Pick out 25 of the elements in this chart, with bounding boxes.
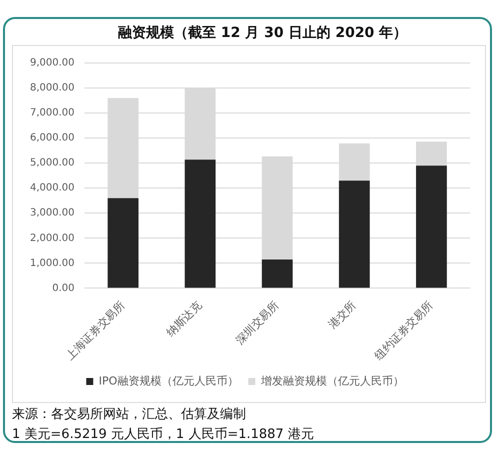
bar [338,180,370,288]
x-tick-label: 纽约证券交易所 [372,298,436,362]
x-tick-label: 港交所 [326,298,359,332]
x-tick-label: 深圳交易所 [233,298,282,347]
y-tick-label: 4,000.00 [30,182,75,194]
y-tick-label: 6,000.00 [30,132,75,144]
bar [184,160,216,288]
y-tick-label: 1,000.00 [30,258,75,269]
text: 1 美元=6.5219 元人民币，1 人民币=1.1887 港元 [12,426,314,443]
bar [108,198,138,288]
y-tick-label: 2,000.00 [30,232,75,244]
y-tick-label: 5,000.00 [30,158,75,169]
source-note: 来源：各交易所网站，汇总、估算及编制 [12,406,246,423]
bar [262,259,293,288]
y-tick-label: 8,000.00 [30,82,75,94]
chart-title: 融资规模（截至 12 月 30 日止的 2020 年） [118,24,408,42]
x-tick-label: 纳斯达克 [164,298,204,340]
x-tick-label: 上海证券交易所 [64,298,128,362]
y-tick-label: 3,000.00 [30,208,75,219]
legend-label: IPO融资规模（亿元人民币） [98,374,238,388]
y-tick-label: 0.00 [52,282,75,294]
y-tick-label: 7,000.00 [30,108,75,119]
legend-label: 增发融资规模（亿元人民币） [260,374,404,388]
bar [416,166,447,288]
y-tick-label: 9,000.00 [30,58,75,69]
